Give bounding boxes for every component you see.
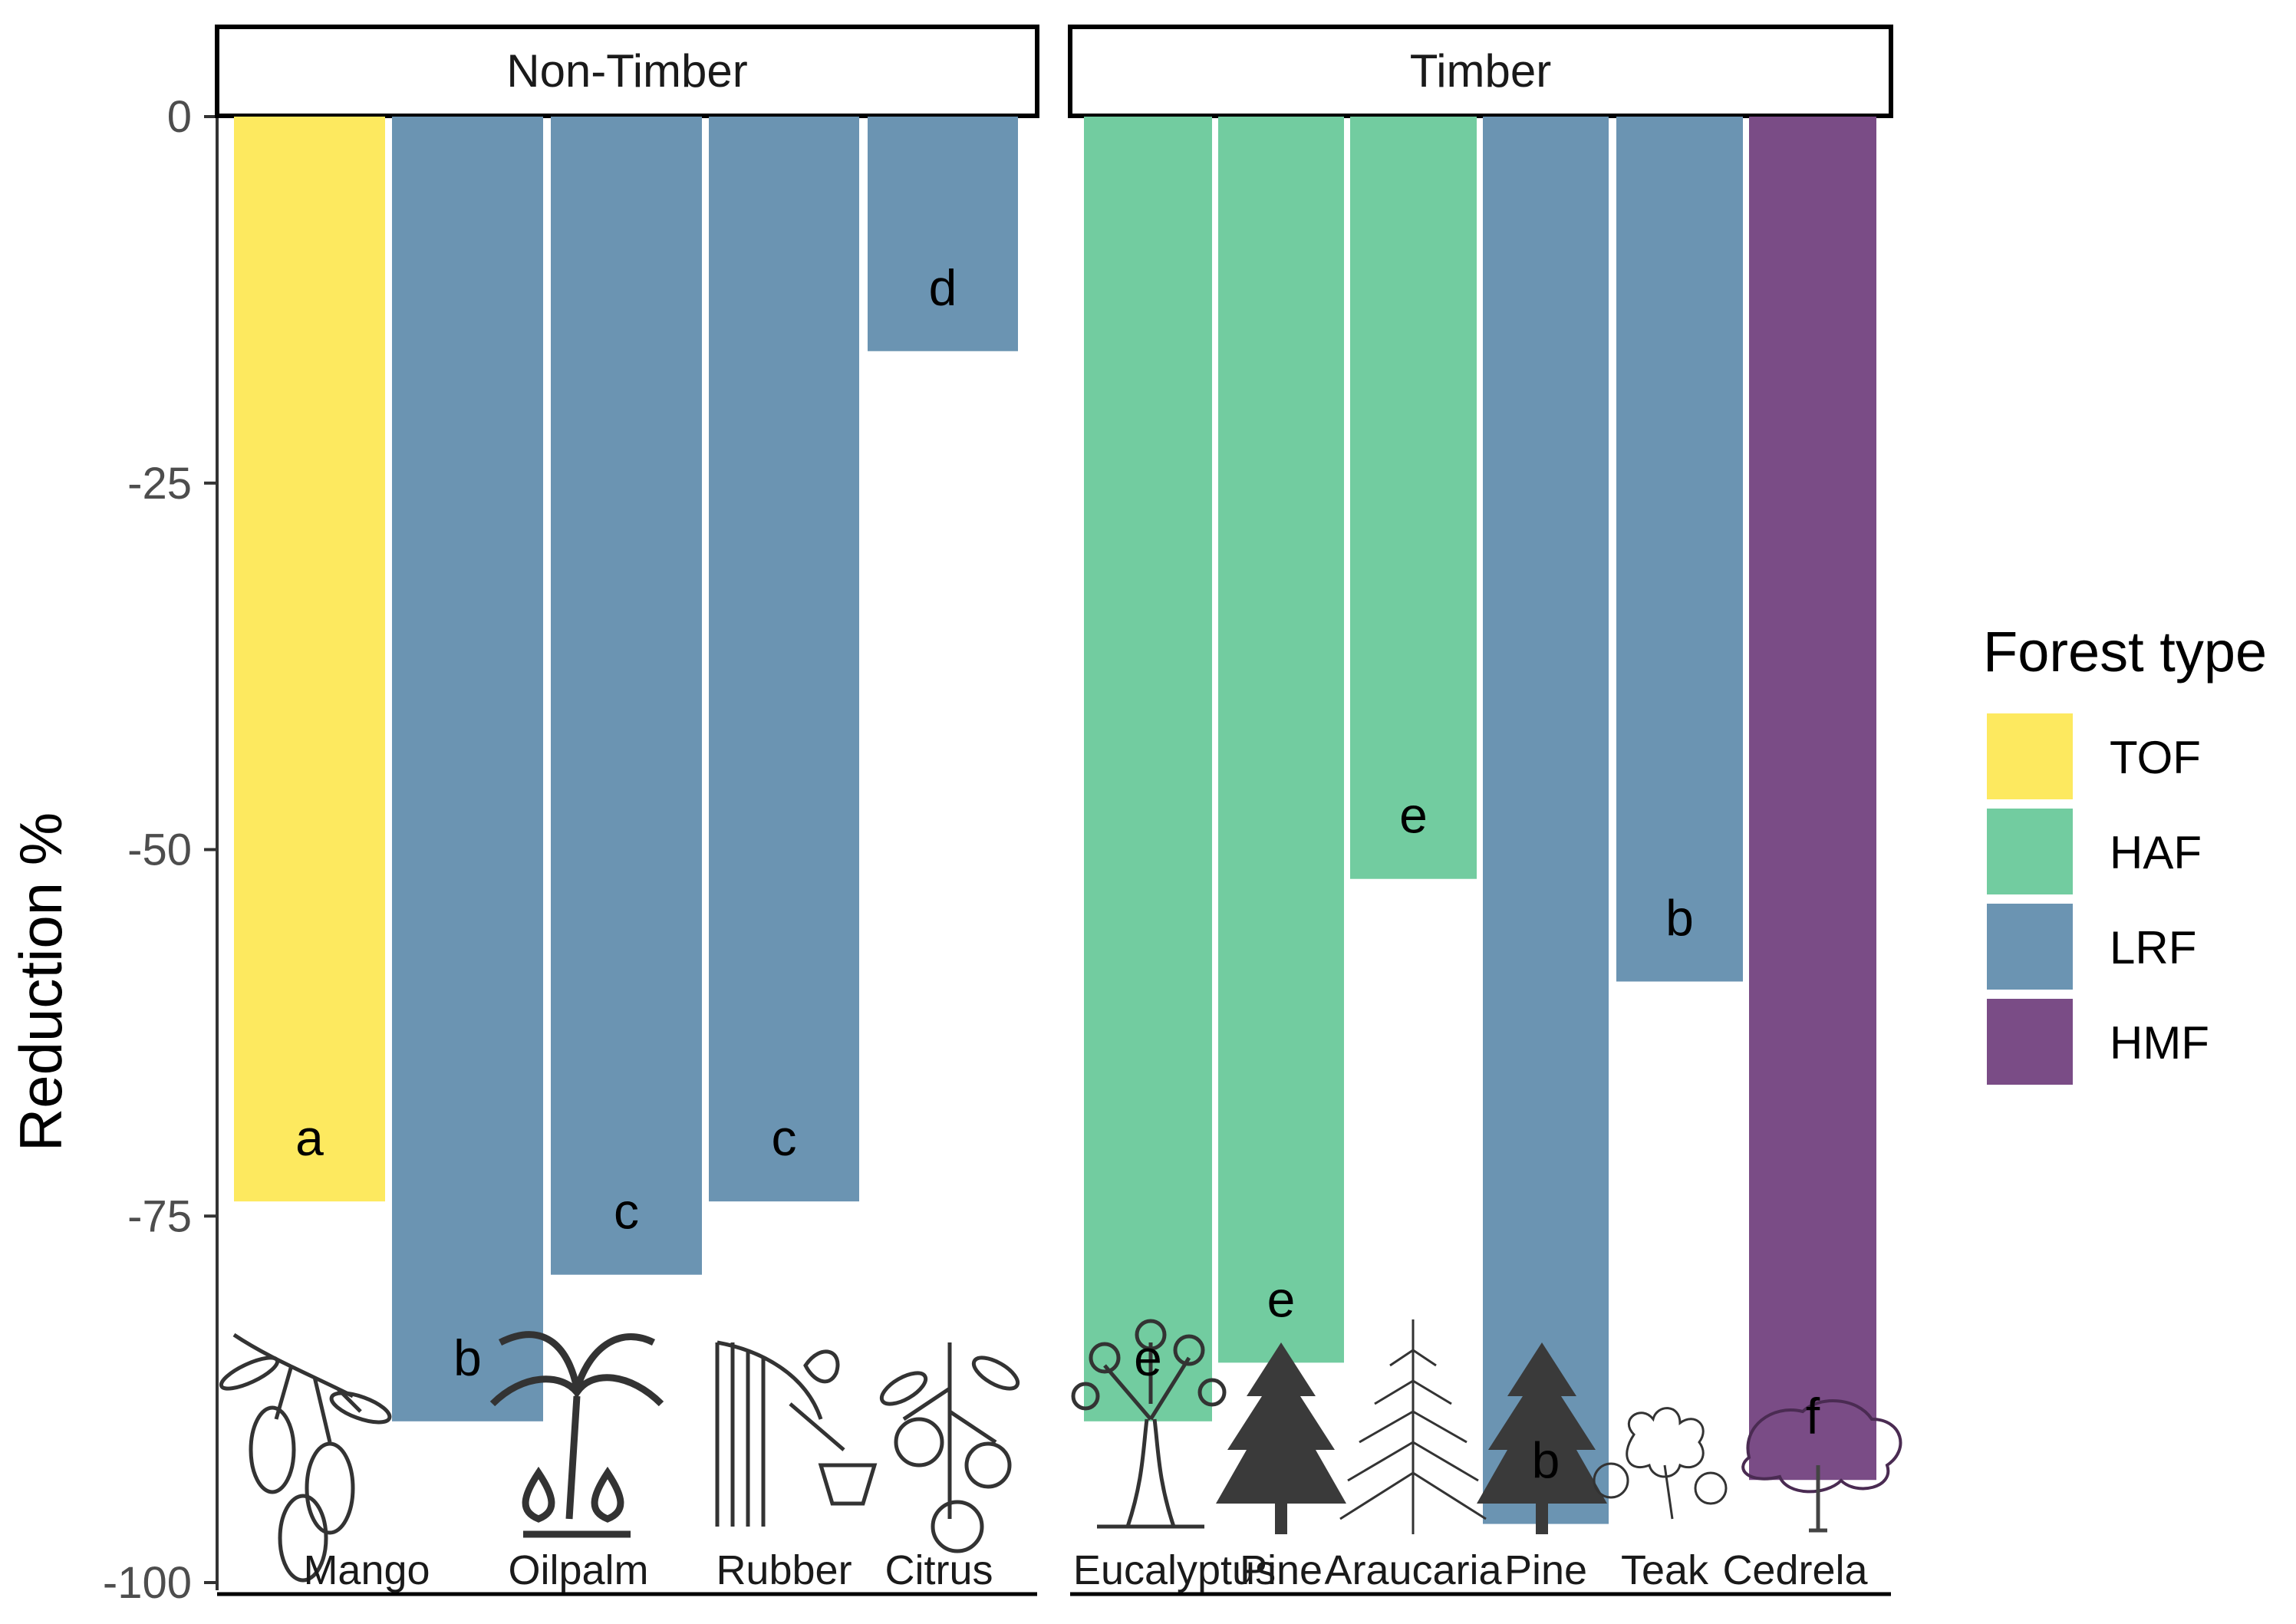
cedrela-icon [1741,1399,1902,1533]
legend-swatch [1987,904,2073,990]
x-category-label: Cedrela [1722,1547,1868,1593]
teak-icon [1593,1407,1728,1520]
x-category-label: Teak [1621,1547,1709,1593]
x-category-label: Citrus [884,1547,993,1593]
bar [709,117,859,1202]
bar-letter: e [1267,1270,1296,1327]
x-category-label: Eucalyptus [1073,1547,1276,1593]
bar [551,117,702,1275]
bar-letter: b [1532,1432,1560,1489]
bar-letter: c [772,1109,797,1166]
oilpalm-icon [489,1331,664,1538]
x-category-label: Oilpalm [508,1547,648,1593]
legend-label: HAF [2110,827,2202,878]
pine-icon [1477,1342,1607,1534]
legend-label: HMF [2110,1017,2209,1069]
bar [1749,117,1876,1481]
bar [1218,117,1344,1363]
facet-strip-label: Non-Timber [506,45,748,97]
legend-swatch [1987,809,2073,894]
y-axis: 0 -25 -50 -75 -100 [103,92,219,1608]
bar-letter: e [1134,1329,1162,1386]
citrus-icon [879,1342,1020,1553]
y-tick-label: -75 [127,1191,192,1241]
x-category-label: Mango [303,1547,430,1593]
bar [392,117,543,1421]
facet-strip [1068,25,1893,118]
bar-letter: f [1806,1388,1820,1444]
facet-strip-label: Timber [1410,45,1551,97]
x-category-label: Araucaria [1324,1547,1502,1593]
y-tick-label: -50 [127,825,192,875]
tree-illustrations [219,1319,1902,1583]
bar [868,117,1018,351]
bar-letter: e [1399,787,1428,844]
x-category-label: Pine [1240,1547,1323,1593]
facet-strip [215,25,1039,118]
legend: Forest type TOF HAF LRF HMF [1983,620,2267,1085]
x-category-label: Rubber [716,1547,852,1593]
eucalyptus-icon [1071,1319,1227,1529]
y-tick-label: -25 [127,459,192,509]
bar-letter: c [614,1183,639,1240]
bars [234,117,1876,1524]
legend-swatch [1987,713,2073,799]
pine-icon [1216,1342,1346,1534]
legend-label: TOF [2110,732,2201,783]
bar [1084,117,1212,1421]
x-category-label: Pine [1504,1547,1587,1593]
bar-letter: a [295,1109,324,1166]
facet-panels: Non-Timber Timber [215,25,1893,1596]
bar [1616,117,1743,982]
y-tick-label: 0 [167,92,192,142]
legend-swatch [1987,999,2073,1085]
mango-icon [219,1332,392,1583]
bar [1350,117,1477,879]
araucaria-icon [1339,1319,1487,1534]
y-tick-label: -100 [103,1558,192,1608]
bar [234,117,385,1202]
legend-title: Forest type [1983,620,2267,684]
bar-letter: b [1665,889,1694,946]
bar-letter: b [453,1329,482,1386]
rubber-icon [715,1340,878,1527]
bar-letters: a b c c d e e e b b f [295,259,1820,1489]
bar-letter: d [929,259,957,316]
bar [1483,117,1609,1524]
legend-label: LRF [2110,922,2196,973]
y-axis-title: Reduction % [7,812,74,1151]
